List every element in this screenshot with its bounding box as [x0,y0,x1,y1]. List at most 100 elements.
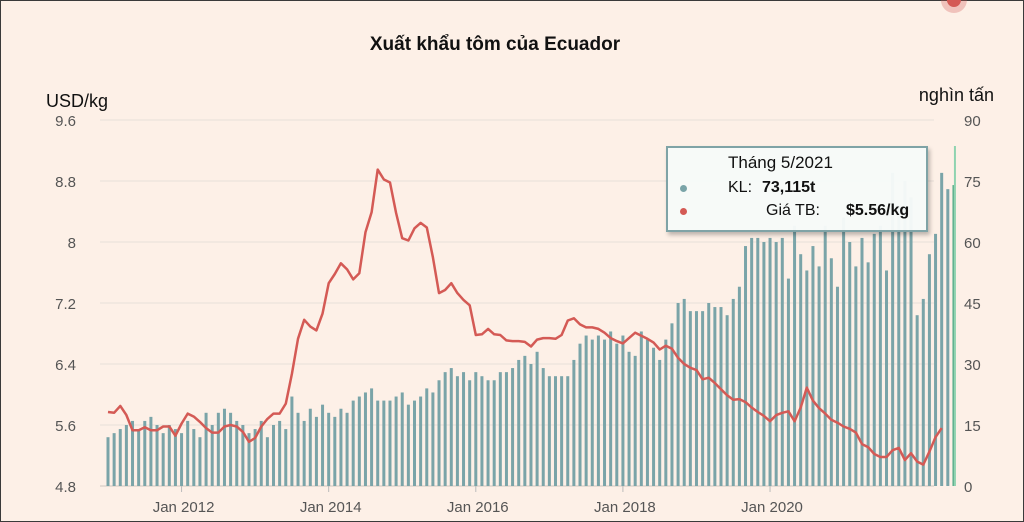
volume-bar [584,335,588,486]
tooltip-title: Tháng 5/2021 [728,153,833,172]
left-tick-label: 6.4 [55,357,76,374]
volume-bar [155,425,159,486]
volume-bar [878,225,882,486]
volume-bar [229,412,233,486]
volume-bar [645,339,649,486]
volume-bar [339,408,343,486]
x-tick-label: Jan 2018 [594,499,656,516]
volume-bar [192,429,196,486]
volume-bar [437,380,441,486]
x-tick-label: Jan 2016 [447,499,509,516]
volume-bar [131,420,135,486]
tooltip-volume-label: KL: [728,179,753,196]
volume-bar [688,311,692,486]
tooltip-volume-value: 73,115t [762,179,816,196]
volume-bar [222,408,226,486]
volume-bar [180,433,184,486]
volume-bar [866,262,870,486]
volume-bar [664,339,668,486]
volume-bar [719,307,723,486]
volume-bar [296,412,300,486]
volume-bar [345,412,349,486]
volume-bar [731,298,735,486]
volume-bar [903,181,907,486]
right-tick-label: 60 [964,235,981,252]
price-line [107,168,943,466]
volume-bar [621,335,625,486]
volume-bar [272,425,276,486]
left-axis-label: USD/kg [46,91,108,111]
volume-bar [265,437,269,486]
right-tick-label: 45 [964,296,981,313]
volume-bar [333,416,337,486]
volume-bar [633,355,637,486]
volume-bar [744,246,748,486]
volume-bar [652,347,656,486]
tooltip-price-value: $5.56/kg [846,202,910,219]
volume-bar [566,376,570,486]
volume-bar [486,380,490,486]
volume-bar [817,266,821,486]
volume-bar [535,351,539,486]
volume-bar [468,380,472,486]
volume-bar [750,237,754,486]
volume-bar [940,172,944,486]
volume-bar [449,368,453,486]
volume-bar [149,416,153,486]
volume-bar [474,372,478,486]
volume-bar [357,396,361,486]
right-tick-label: 30 [964,357,981,374]
price-dot-icon [680,208,687,215]
volume-bar [829,258,833,486]
tooltip-row-price: Giá TB: $5.56/kg [680,202,920,222]
volume-bar [701,311,705,486]
volume-bar [897,205,901,486]
volume-bar [259,420,263,486]
left-tick-label: 8.8 [55,174,76,191]
volume-bar [253,429,257,486]
volume-bar [713,307,717,486]
volume-bar [737,286,741,486]
volume-bar [529,364,533,486]
volume-bar [756,237,760,486]
volume-bar [455,376,459,486]
volume-bar [376,400,380,486]
tooltip-price-label: Giá TB: [766,202,820,219]
volume-bar [327,412,331,486]
volume-bar [167,425,171,486]
volume-bar [560,376,564,486]
volume-bar [419,396,423,486]
volume-bar [504,372,508,486]
right-tick-label: 90 [964,113,981,130]
volume-bar [124,425,128,486]
volume-bar [235,420,239,486]
volume-bar [805,270,809,486]
volume-bar [112,433,116,486]
volume-bar [676,303,680,486]
volume-bar [848,242,852,486]
volume-bar [774,242,778,486]
volume-bar [443,372,447,486]
volume-bar [370,388,374,486]
volume-bar [173,429,177,486]
volume-bar [351,400,355,486]
volume-bar [854,266,858,486]
volume-bar [934,233,938,486]
volume-bar [143,420,147,486]
left-tick-label: 5.6 [55,418,76,435]
left-tick-label: 4.8 [55,479,76,496]
volume-bar [394,396,398,486]
volume-bar [118,429,122,486]
volume-bar [462,372,466,486]
volume-bar [413,400,416,486]
volume-bar [400,392,404,486]
volume-bar [321,404,325,486]
volume-bar [284,429,288,486]
volume-bar [137,429,141,486]
volume-bar [915,315,919,486]
volume-bar [927,254,931,486]
chart-title: Xuất khẩu tôm của Ecuador [370,34,621,55]
volume-bar [885,270,889,486]
right-tick-label: 0 [964,479,972,496]
